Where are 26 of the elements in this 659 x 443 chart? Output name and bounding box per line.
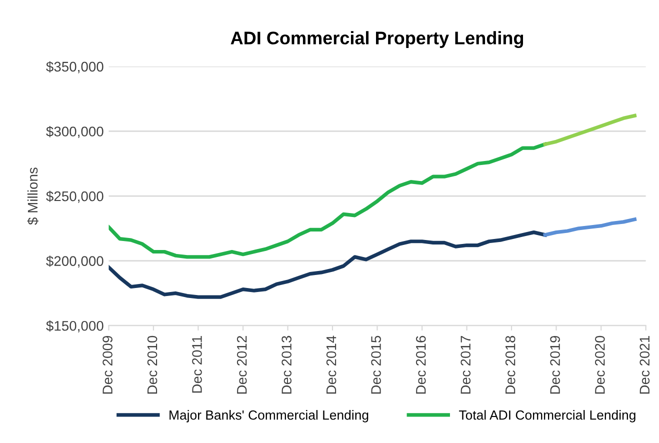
x-tick-label: Dec 2019 bbox=[550, 336, 560, 394]
x-tick-label: Dec 2015 bbox=[371, 336, 381, 394]
line-series bbox=[543, 114, 636, 146]
legend-label: Total ADI Commercial Lending bbox=[459, 410, 636, 422]
line-series bbox=[108, 230, 547, 299]
line-series bbox=[543, 218, 636, 237]
y-tick-label: $150,000 bbox=[46, 320, 104, 332]
y-axis-title: $ Millions bbox=[27, 168, 38, 225]
x-tick-label: Dec 2012 bbox=[236, 336, 247, 394]
x-tick-label: Dec 2009 bbox=[102, 336, 112, 394]
x-tick-label: Dec 2017 bbox=[460, 336, 471, 394]
x-tick-label: Dec 2010 bbox=[147, 336, 158, 394]
y-tick-label: $200,000 bbox=[46, 256, 104, 268]
x-tick-label: Dec 2020 bbox=[594, 336, 605, 394]
chart-title: ADI Commercial Property Lending bbox=[230, 31, 524, 48]
y-tick-label: $300,000 bbox=[46, 126, 104, 138]
x-tick-label: Dec 2018 bbox=[505, 336, 516, 394]
x-tick-label: Dec 2021 bbox=[640, 336, 650, 394]
y-tick-label: $350,000 bbox=[46, 61, 104, 74]
x-tick-label: Dec 2013 bbox=[282, 336, 292, 394]
y-tick-label: $250,000 bbox=[46, 190, 104, 203]
legend-label: Major Banks' Commercial Lending bbox=[170, 410, 368, 422]
x-tick-label: Dec 2011 bbox=[192, 336, 202, 393]
x-tick-label: Dec 2016 bbox=[416, 336, 426, 394]
line-series bbox=[108, 142, 547, 259]
x-tick-label: Dec 2014 bbox=[326, 336, 336, 394]
